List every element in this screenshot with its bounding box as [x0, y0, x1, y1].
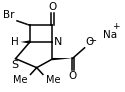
Text: H: H	[11, 37, 19, 47]
Text: +: +	[112, 22, 120, 31]
Text: S: S	[11, 60, 18, 70]
Text: O: O	[69, 71, 77, 81]
Text: Na: Na	[103, 30, 117, 40]
Text: Me: Me	[46, 75, 60, 85]
Text: Me: Me	[13, 75, 27, 85]
Text: Br: Br	[3, 10, 15, 20]
Text: O: O	[85, 37, 94, 47]
Text: −: −	[89, 36, 97, 46]
Text: O: O	[48, 2, 56, 12]
Polygon shape	[20, 40, 30, 44]
Text: N: N	[54, 37, 62, 47]
Polygon shape	[52, 58, 73, 60]
